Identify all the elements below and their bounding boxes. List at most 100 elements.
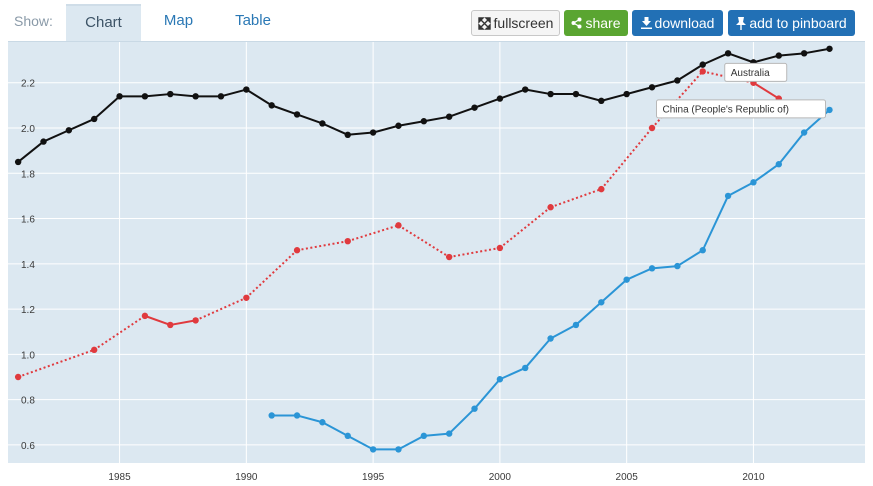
series-2-point — [395, 446, 402, 453]
series-2-segment — [347, 434, 374, 451]
series-0-segment — [803, 47, 830, 55]
x-tick-label: 1990 — [235, 472, 258, 483]
series-1-point — [192, 317, 199, 324]
series-1-point — [496, 244, 504, 252]
series-2-point — [826, 106, 833, 114]
series-2-point — [522, 364, 529, 372]
x-tick-label: 2000 — [489, 472, 512, 483]
series-0-segment — [676, 63, 704, 82]
series-2-point — [572, 321, 580, 329]
series-0-segment — [17, 140, 45, 163]
series-0-point — [445, 113, 453, 120]
series-0-segment — [170, 93, 196, 98]
series-2-segment — [397, 434, 425, 451]
series-2-point — [623, 276, 630, 283]
series-0-point — [648, 84, 656, 91]
share-label: share — [585, 15, 621, 31]
tab-table[interactable]: Table — [235, 12, 271, 29]
series-2-segment — [752, 163, 780, 184]
tooltip-label: China (People's Republic of) — [663, 104, 789, 115]
series-2-segment — [600, 278, 628, 304]
share-button[interactable]: share — [564, 10, 628, 36]
tab-chart[interactable]: Chart — [66, 4, 141, 44]
series-2-point — [674, 262, 681, 270]
series-0-point — [826, 45, 833, 52]
series-2-point — [775, 161, 782, 168]
series-0-point — [775, 52, 782, 59]
series-2-point — [319, 419, 326, 426]
y-tick-label: 1.8 — [21, 169, 35, 180]
series-2-point — [496, 376, 504, 383]
pin-icon — [736, 16, 747, 30]
download-label: download — [654, 15, 715, 31]
series-2-point — [293, 412, 301, 419]
series-0-segment — [372, 124, 399, 134]
series-0-segment — [727, 52, 754, 64]
series-2-segment — [701, 195, 729, 251]
series-0-segment — [398, 120, 424, 127]
add-to-pinboard-button[interactable]: add to pinboard — [728, 10, 855, 36]
series-0-point — [598, 97, 605, 105]
series-1-point — [445, 253, 453, 261]
series-0-point — [65, 127, 73, 134]
series-0-segment — [753, 54, 780, 64]
line-chart: 0.6 0.8 1.0 1.2 1.4 1.6 1.8 2.0 2.2 1985 1990 1995 2… — [8, 42, 865, 483]
x-tick-label: 2010 — [742, 472, 765, 483]
series-1-point — [14, 373, 22, 381]
series-2-point — [598, 299, 605, 306]
series-0-point — [14, 158, 22, 166]
series-2-segment — [626, 267, 653, 281]
series-0-segment — [778, 52, 805, 57]
x-tick-label: 2005 — [616, 472, 639, 483]
series-0-segment — [296, 113, 323, 125]
series-0-point — [167, 90, 174, 98]
fullscreen-button[interactable]: fullscreen — [471, 10, 560, 36]
series-2-segment — [499, 367, 526, 381]
series-1-segment — [397, 224, 450, 258]
series-0-point — [699, 61, 706, 68]
series-0-point — [243, 86, 250, 93]
series-1-point — [167, 321, 174, 329]
pinboard-label: add to pinboard — [749, 15, 847, 31]
toolbar: Show: Chart Map Table fullscreen share d… — [0, 0, 873, 44]
y-tick-label: 1.4 — [21, 260, 35, 271]
series-1-point — [699, 68, 706, 75]
download-button[interactable]: download — [632, 10, 723, 36]
series-0-segment — [525, 88, 551, 96]
series-1-point — [598, 185, 605, 193]
series-0-point — [572, 90, 580, 98]
series-0-point — [141, 93, 149, 100]
series-1-point — [243, 294, 250, 301]
series-1-point — [344, 237, 351, 245]
series-0-segment — [144, 93, 171, 98]
show-label: Show: — [14, 13, 53, 29]
series-2-segment — [550, 324, 577, 340]
series-0-point — [547, 90, 554, 98]
series-0-point — [319, 120, 326, 127]
series-0-point — [674, 77, 681, 84]
series-2-point — [800, 129, 808, 136]
series-0-segment — [575, 93, 602, 102]
series-2-point — [547, 335, 554, 342]
fullscreen-label: fullscreen — [493, 15, 554, 31]
y-tick-label: 1.0 — [21, 350, 35, 361]
series-1-segment — [752, 81, 780, 100]
series-0-segment — [220, 88, 247, 98]
series-2-point — [699, 247, 706, 254]
series-0-segment — [626, 86, 653, 96]
tab-map[interactable]: Map — [163, 12, 194, 29]
download-arrow-icon — [640, 17, 652, 29]
expand-arrows-icon — [477, 16, 491, 30]
series-2-segment — [575, 301, 602, 326]
y-tick-label: 1.2 — [21, 305, 35, 316]
series-2-segment — [423, 432, 450, 437]
x-tick-label: 1985 — [108, 472, 131, 483]
series-2-segment — [676, 249, 704, 267]
series-0-segment — [245, 88, 273, 107]
series-0-segment — [702, 52, 729, 66]
series-2-segment — [524, 337, 552, 369]
series-1-segment — [195, 296, 247, 322]
series-1-segment — [144, 314, 171, 326]
series-0-point — [91, 115, 98, 123]
series-0-segment — [68, 118, 95, 132]
